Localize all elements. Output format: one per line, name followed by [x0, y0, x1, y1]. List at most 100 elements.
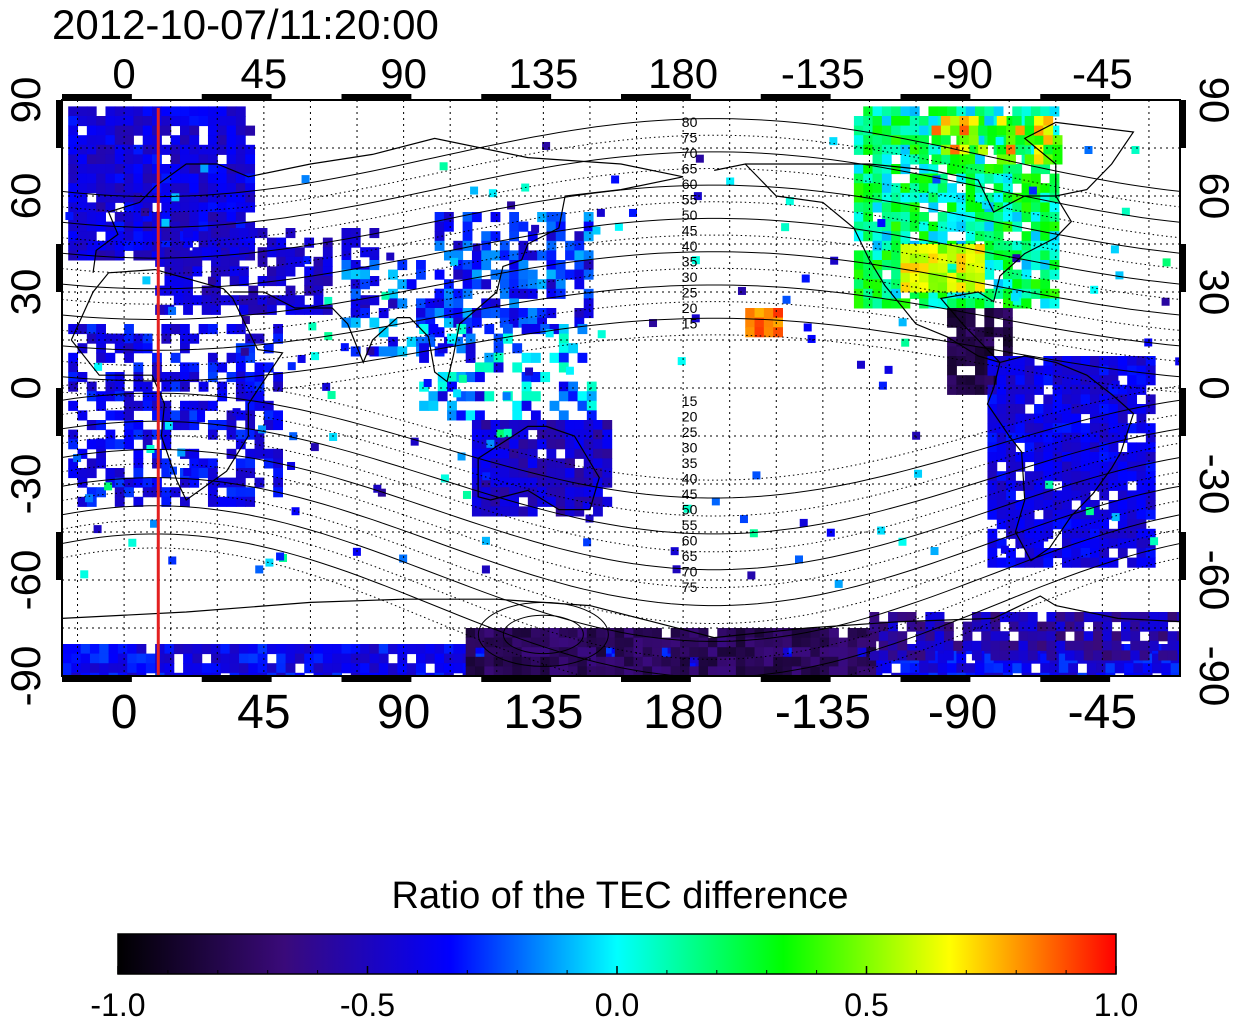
tec-cell	[919, 672, 929, 676]
tec-cell	[1108, 432, 1119, 443]
tec-cell	[1061, 500, 1072, 511]
tec-cell	[878, 640, 889, 651]
tec-cell	[226, 487, 237, 498]
tec-cell	[1006, 144, 1016, 155]
tec-cell	[937, 282, 948, 293]
tec-cell	[975, 282, 985, 293]
tec-cell	[1099, 365, 1110, 376]
tec-cell	[521, 381, 532, 392]
tec-cell	[416, 653, 426, 664]
tec-cell	[1117, 452, 1128, 463]
tec-cell	[161, 164, 172, 175]
tec-cell	[1030, 106, 1041, 117]
tec-cell	[614, 647, 625, 658]
tec-cell	[164, 644, 175, 655]
tec-cell	[943, 650, 954, 661]
tec-cell	[975, 327, 985, 338]
tec-cell	[96, 154, 106, 165]
coastline-eurasia-north	[92, 137, 684, 273]
tec-cell	[754, 666, 765, 676]
tec-cell	[465, 352, 476, 363]
tec-cell	[68, 372, 79, 383]
tec-cell	[987, 548, 998, 559]
tec-cell	[1030, 260, 1041, 271]
contour-north	[62, 334, 1180, 397]
tec-cell	[342, 243, 351, 252]
tec-cell	[1080, 471, 1091, 482]
tec-cell	[819, 628, 830, 639]
tec-cell	[745, 327, 756, 338]
tec-cell	[502, 647, 513, 658]
tec-cell	[1145, 548, 1156, 559]
tec-cell	[847, 637, 858, 648]
tec-cell	[114, 477, 125, 488]
tec-cell	[1006, 471, 1016, 482]
tec-cell	[1061, 528, 1072, 539]
tec-cell	[931, 154, 942, 165]
tec-cell	[86, 202, 97, 213]
tec-cell	[124, 477, 134, 488]
tec-cell	[226, 477, 237, 488]
tec-cell	[462, 327, 473, 338]
tec-cell	[1018, 612, 1029, 623]
tec-cell	[527, 317, 538, 328]
tec-cell	[919, 282, 929, 293]
tec-cell	[993, 202, 1004, 213]
tec-cell	[105, 231, 116, 242]
tec-cell	[189, 362, 200, 373]
tec-cell	[956, 202, 967, 213]
tec-cell	[1049, 221, 1060, 232]
tec-cell	[624, 647, 634, 658]
tec-cell	[965, 231, 976, 242]
tec-cell	[493, 666, 504, 676]
tec-cell	[1024, 384, 1035, 395]
tec-cell	[1024, 154, 1035, 165]
tec-cell	[863, 135, 874, 146]
tec-cell	[518, 487, 529, 498]
tec-cell	[512, 628, 523, 639]
tec-cell	[170, 106, 181, 117]
tec-cell	[745, 647, 756, 658]
contour-label-north: 25	[682, 285, 698, 301]
tec-cell	[1108, 461, 1119, 472]
tec-cell	[881, 135, 892, 146]
tec-cell	[96, 333, 106, 344]
tec-cell	[226, 192, 237, 203]
tec-cell	[549, 656, 560, 667]
tec-cell	[114, 192, 125, 203]
tec-cell	[1108, 404, 1119, 415]
tec-cell	[142, 154, 153, 165]
tec-cell	[1006, 423, 1016, 434]
tec-cell	[397, 279, 408, 290]
tec-cell	[642, 637, 653, 648]
tec-cell	[1021, 672, 1032, 676]
tec-cell	[1052, 452, 1063, 463]
tec-cell	[1040, 212, 1051, 223]
tec-cell	[350, 279, 361, 290]
tec-cell	[254, 391, 265, 402]
tec-cell	[350, 346, 361, 357]
tec-cell	[226, 183, 237, 194]
tec-cell	[229, 672, 240, 676]
tec-cell	[853, 173, 864, 184]
tec-cell	[633, 637, 644, 648]
tec-cell	[881, 116, 892, 127]
tec-cell	[975, 356, 985, 367]
tec-cell	[558, 656, 569, 667]
tec-cell	[546, 231, 557, 242]
tec-cell	[96, 420, 106, 431]
tec-cell	[471, 468, 482, 479]
tec-cell	[872, 173, 883, 184]
tec-cell	[86, 135, 97, 146]
tec-cell	[447, 372, 457, 383]
tec-cell	[183, 304, 193, 315]
tec-cell	[99, 644, 110, 655]
tec-cell	[201, 285, 212, 296]
tec-cell	[509, 308, 520, 319]
tec-cell	[919, 183, 929, 194]
tec-cell	[555, 269, 566, 280]
tec-cell	[1024, 125, 1035, 136]
tec-cell	[959, 116, 970, 127]
tec-cell	[593, 448, 603, 459]
tec-cell	[680, 628, 690, 639]
